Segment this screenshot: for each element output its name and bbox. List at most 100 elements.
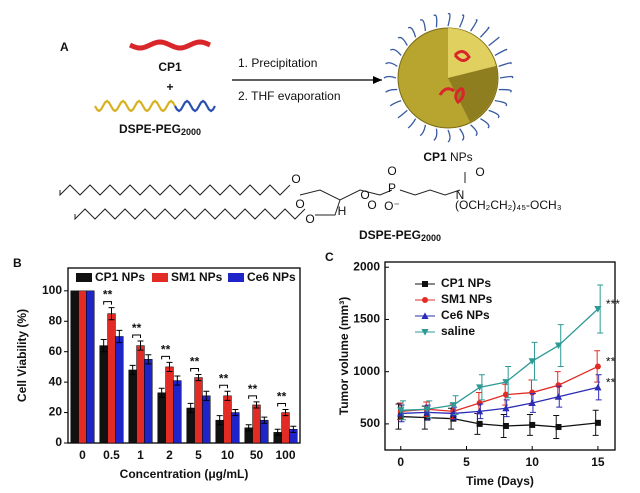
significance: **	[161, 343, 171, 357]
step-label: 2. THF evaporation	[238, 89, 341, 103]
error-bar	[108, 307, 115, 321]
error-bar	[116, 329, 123, 344]
x-tick-label: 0	[79, 448, 86, 462]
peg-brush	[389, 99, 402, 107]
peg-brush	[397, 36, 408, 46]
panel-label: B	[13, 256, 22, 270]
data-point	[502, 404, 510, 412]
significance: ***	[606, 297, 620, 311]
peg-brush	[488, 109, 500, 119]
peg-brush	[479, 26, 490, 38]
error-bar	[253, 401, 260, 409]
legend-swatch	[152, 273, 168, 282]
legend-marker	[422, 281, 428, 287]
peg-brush	[419, 19, 427, 32]
bar	[202, 395, 211, 444]
error-bar	[282, 409, 289, 417]
y-tick-label: 20	[49, 405, 63, 419]
error-bar	[290, 425, 297, 433]
legend-label: saline	[441, 324, 475, 338]
bar	[223, 395, 232, 444]
peg-brush	[433, 14, 438, 28]
series-line	[400, 386, 599, 415]
y-tick-label: 80	[49, 313, 63, 327]
data-point	[594, 383, 602, 391]
y-tick-label: 1500	[353, 312, 380, 326]
significance: **	[103, 288, 113, 302]
data-point	[594, 363, 601, 370]
data-point	[476, 400, 483, 406]
bar	[70, 290, 79, 444]
error-bar	[232, 409, 239, 417]
significance: **	[132, 321, 142, 335]
significance: **	[190, 355, 200, 369]
data-point	[554, 393, 563, 400]
peg-brush	[494, 48, 508, 56]
atom-label: N	[456, 188, 465, 202]
data-point	[502, 422, 509, 429]
bar	[107, 313, 116, 444]
x-axis-label: Time (Days)	[466, 474, 534, 488]
legend-swatch	[76, 273, 92, 282]
peg-brush	[397, 109, 408, 119]
bar	[99, 345, 108, 444]
data-point	[397, 413, 404, 420]
significance: **	[606, 376, 616, 390]
atom-label: O⁻	[384, 199, 400, 213]
np-cut	[448, 66, 498, 122]
plus-sign: +	[166, 80, 173, 94]
peg-brush	[447, 129, 451, 143]
legend-marker	[421, 312, 429, 319]
x-tick-label: 0.5	[103, 448, 120, 462]
peg-brush	[470, 124, 478, 137]
significance: **	[606, 355, 616, 369]
x-tick-label: 5	[195, 448, 202, 462]
data-point	[554, 342, 563, 350]
data-point	[476, 420, 483, 427]
error-bar	[505, 365, 512, 399]
data-point	[397, 407, 405, 414]
peg-brush	[459, 14, 465, 28]
legend-label: CP1 NPs	[441, 276, 491, 290]
peg-brush	[383, 75, 397, 79]
x-tick-label: 5	[463, 455, 470, 469]
bar	[281, 412, 290, 444]
structure-name: DSPE-PEG2000	[359, 228, 441, 243]
data-point	[502, 379, 510, 386]
bar	[165, 366, 174, 444]
x-tick-label: 50	[250, 448, 264, 462]
y-tick-label: 500	[360, 416, 380, 430]
error-bar	[557, 324, 564, 367]
data-point	[449, 402, 457, 409]
bar	[144, 359, 153, 444]
bar	[194, 377, 203, 444]
bar	[252, 404, 261, 444]
atom-label: O	[295, 197, 304, 211]
legend-label: SM1 NPs	[441, 292, 493, 306]
significance: **	[219, 371, 229, 385]
y-tick-label: 0	[55, 435, 62, 449]
x-axis-label: Concentration (μg/mL)	[120, 467, 249, 481]
bracket	[190, 368, 199, 372]
peg-brush	[385, 62, 398, 67]
error-bar	[100, 339, 107, 353]
legend-label: Ce6 NPs	[441, 308, 490, 322]
data-point	[555, 424, 562, 431]
bond	[74, 208, 306, 221]
lipid-chain	[94, 99, 176, 113]
panel-a: A CP1 + DSPE-PEG2000 1. Precipitation 2.…	[59, 12, 562, 243]
legend-label: Ce6 NPs	[247, 270, 296, 284]
error-bar	[216, 415, 223, 426]
peg-brush	[407, 118, 417, 129]
legend-swatch	[228, 273, 244, 282]
peg-brush	[498, 88, 512, 93]
peg-brush	[407, 26, 417, 38]
plot-frame	[67, 267, 301, 444]
data-point	[528, 399, 536, 406]
error-bar	[137, 340, 144, 351]
bar	[231, 412, 240, 444]
error-bar	[158, 387, 165, 398]
arrow-head	[373, 76, 382, 84]
